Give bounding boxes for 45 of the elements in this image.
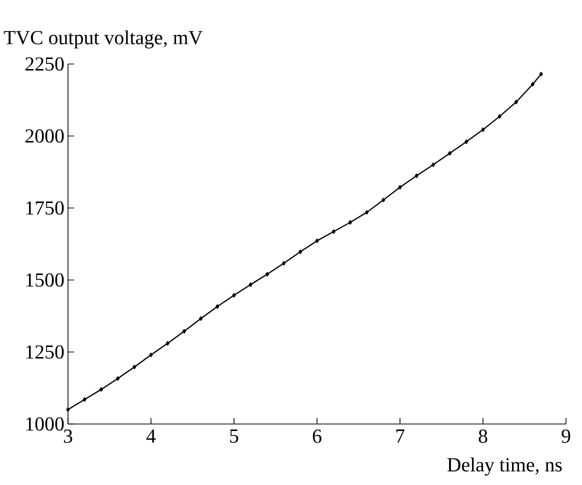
y-tick-label: 1000	[26, 417, 64, 431]
point	[398, 185, 402, 190]
point	[431, 162, 435, 167]
point	[248, 282, 252, 287]
point	[448, 151, 452, 156]
point	[498, 114, 502, 119]
point	[348, 220, 352, 225]
point	[166, 341, 170, 346]
point	[182, 329, 186, 334]
point	[132, 364, 136, 370]
point	[116, 376, 120, 381]
y-tick-label: 1750	[26, 201, 64, 215]
point	[365, 210, 369, 215]
point	[298, 250, 302, 254]
x-tick-label: 5	[230, 430, 238, 443]
x-axis-title: Delay time, ns	[447, 458, 562, 476]
point	[514, 100, 518, 104]
x-tick-label: 7	[396, 430, 404, 443]
point	[539, 72, 543, 76]
x-tick-label: 9	[562, 430, 570, 443]
x-tick-label: 8	[478, 430, 488, 443]
y-tick-label: 2000	[26, 129, 64, 143]
point	[332, 229, 336, 234]
point	[481, 127, 485, 132]
point	[531, 82, 535, 86]
point	[414, 174, 418, 178]
point	[149, 352, 153, 358]
x-tick-label: 3	[64, 430, 72, 443]
point	[232, 293, 236, 298]
point	[99, 387, 103, 392]
point	[216, 304, 220, 309]
point	[199, 316, 203, 321]
y-tick-label: 1250	[26, 345, 64, 359]
point	[382, 198, 386, 202]
point	[265, 272, 269, 276]
point	[464, 140, 468, 144]
x-tick-label: 4	[146, 430, 156, 443]
point	[82, 397, 86, 402]
point	[315, 238, 319, 244]
point	[66, 407, 70, 412]
y-tick-label: 1500	[26, 273, 64, 287]
y-axis-title: TVC output voltage, mV	[4, 30, 203, 48]
x-tick-label: 6	[312, 430, 322, 443]
y-tick-label: 2250	[26, 57, 64, 71]
point	[282, 261, 286, 266]
